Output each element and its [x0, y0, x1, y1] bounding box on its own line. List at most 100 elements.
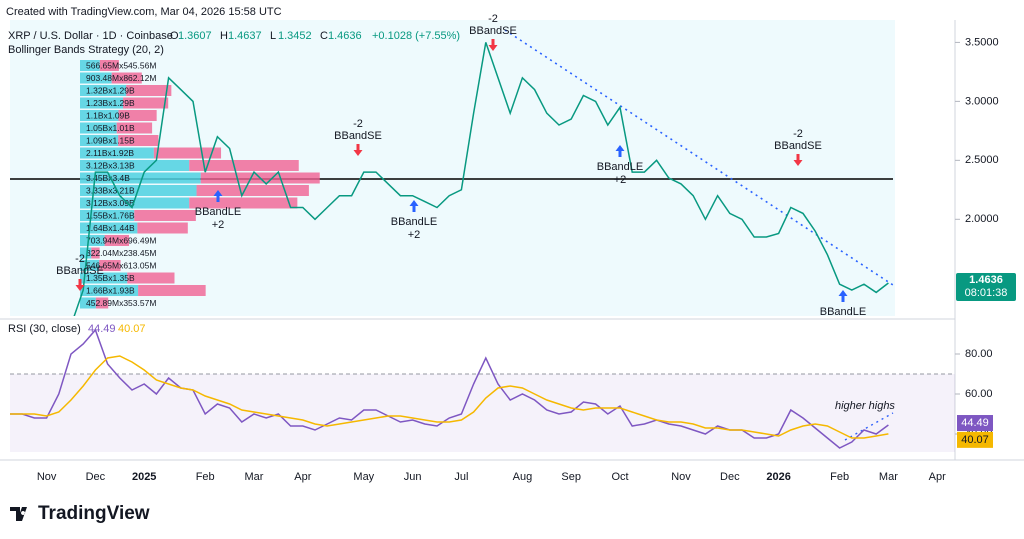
vp-label: 1.05Bx1.01B — [86, 123, 135, 133]
vp-sell — [153, 147, 222, 159]
rsi-band — [10, 374, 955, 452]
signal-arrow — [615, 145, 625, 157]
vp-label: 1.23Bx1.29B — [86, 98, 135, 108]
vp-buy — [80, 222, 138, 234]
y-tick-label: 3.0000 — [965, 95, 999, 107]
signal-side: -2 — [353, 118, 363, 130]
vp-sell — [118, 135, 159, 146]
x-tick-label: 2025 — [132, 471, 156, 483]
y-tick-label: 2.0000 — [965, 213, 999, 225]
x-tick-label: Feb — [830, 471, 849, 483]
vp-label: 903.48Mx862.12M — [86, 73, 156, 83]
rsi-legend-value: 40.07 — [118, 323, 146, 335]
vp-sell — [137, 222, 188, 234]
vp-sell — [111, 72, 142, 84]
signal-label: BBandLE — [195, 206, 241, 218]
countdown: 08:01:38 — [965, 287, 1008, 299]
signal-label: BBandSE — [334, 130, 382, 142]
vp-sell — [127, 272, 175, 284]
vp-buy — [80, 297, 96, 309]
x-tick-label: May — [353, 471, 374, 483]
vp-label: 1.1Bx1.09B — [86, 110, 130, 120]
y-tick-label: 3.5000 — [965, 36, 999, 48]
x-tick-label: Mar — [245, 471, 264, 483]
price-label: 1.4636 — [969, 274, 1003, 286]
logo-text: TradingView — [38, 503, 150, 524]
vp-sell — [189, 197, 298, 209]
x-tick-label: Mar — [879, 471, 898, 483]
indicator-title: Bollinger Bands Strategy (20, 2) — [8, 44, 164, 56]
ohlc-value: 1.3452 — [278, 30, 312, 42]
signal-label: BBandSE — [774, 140, 822, 152]
rsi-label: 40.07 — [961, 434, 989, 446]
signal-arrow — [838, 290, 848, 302]
axes: 2.00002.50003.00003.500040.0060.0080.00N… — [37, 36, 999, 483]
vp-sell — [116, 122, 153, 134]
vp-sell — [134, 210, 196, 221]
vp-buy — [80, 260, 100, 271]
price-pane: 566.65Mx545.56M 903.48Mx862.12M 1.32Bx1.29… — [73, 42, 889, 316]
signal-arrow — [75, 279, 85, 291]
vp-label: 1.66Bx1.93B — [86, 285, 135, 295]
vp-label: 2.11Bx1.92B — [86, 148, 134, 158]
ohlc-value: 1.3607 — [178, 30, 212, 42]
vp-label: 3.33Bx3.21B — [86, 185, 135, 195]
signal-side: +2 — [614, 174, 627, 186]
ohlc-label: O — [170, 30, 179, 42]
vp-sell — [189, 160, 299, 171]
price-label-box — [956, 272, 1016, 301]
vp-label: 1.64Bx1.44B — [86, 223, 135, 233]
created-note: Created with TradingView.com, Mar 04, 20… — [6, 6, 282, 18]
vp-buy — [80, 135, 119, 146]
vp-buy — [80, 210, 135, 221]
signal-side: +2 — [408, 229, 421, 241]
vp-buy — [80, 85, 127, 96]
vp-label: 1.35Bx1.35B — [86, 273, 135, 283]
vp-label: 322.04Mx238.45M — [86, 248, 156, 258]
vp-sell — [126, 85, 172, 96]
x-tick-label: Nov — [37, 471, 57, 483]
x-tick-label: Oct — [611, 471, 628, 483]
x-tick-label: Nov — [671, 471, 691, 483]
x-tick-label: 2026 — [766, 471, 790, 483]
vp-buy — [80, 110, 119, 121]
vp-label: 1.09Bx1.15B — [86, 135, 135, 145]
x-tick-label: Aug — [513, 471, 533, 483]
vp-sell — [99, 260, 121, 271]
vp-sell — [95, 297, 109, 309]
signal-arrow — [793, 154, 803, 166]
ohlc-value: 1.4636 — [328, 30, 362, 42]
x-tick-label: Feb — [196, 471, 215, 483]
vp-label: 566.65Mx545.56M — [86, 60, 156, 70]
logo-mark — [10, 507, 27, 521]
rsi-pane — [10, 328, 955, 452]
signal-arrow — [213, 190, 223, 202]
vp-label: 1.55Bx1.76B — [86, 210, 135, 220]
logo: TradingView — [10, 503, 150, 524]
signal-side: -2 — [488, 13, 498, 25]
ohlc-label: H — [220, 30, 228, 42]
signal-side: +2 — [212, 219, 225, 231]
vp-buy — [80, 272, 128, 284]
rsi-label-box — [957, 431, 993, 448]
signal-arrow — [409, 200, 419, 212]
ohlc-value: 1.4637 — [228, 30, 262, 42]
vp-label: 3.12Bx3.13B — [86, 160, 135, 170]
rsi-label-box — [957, 415, 993, 432]
ohlc-label: L — [270, 30, 276, 42]
annotation: higher highs — [835, 400, 895, 412]
vp-label: 3.12Bx3.09B — [86, 198, 135, 208]
signal-label: BBandSE — [56, 265, 104, 277]
signal-label: BBandLE — [597, 161, 643, 173]
ohlc-label: C — [320, 30, 328, 42]
signal-label: BBandLE — [820, 306, 866, 318]
change: +0.1028 (+7.55%) — [372, 30, 460, 42]
series-line — [10, 355, 889, 439]
vp-buy — [80, 60, 100, 71]
vp-sell — [99, 60, 119, 71]
rsi-label: 44.49 — [961, 417, 989, 429]
rsi-legend-value: 44.49 — [88, 323, 116, 335]
vp-buy — [80, 97, 124, 109]
signal-side: -2 — [793, 128, 803, 140]
